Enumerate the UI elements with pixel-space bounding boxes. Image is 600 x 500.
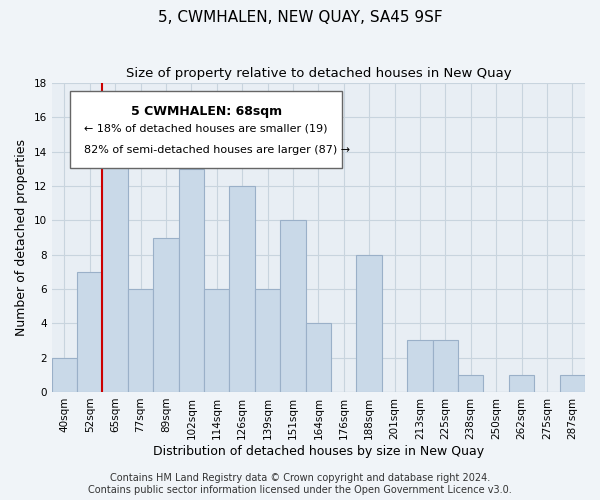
FancyBboxPatch shape	[70, 91, 343, 168]
Text: 5 CWMHALEN: 68sqm: 5 CWMHALEN: 68sqm	[131, 104, 282, 118]
Bar	[153, 238, 179, 392]
Text: 82% of semi-detached houses are larger (87) →: 82% of semi-detached houses are larger (…	[83, 145, 350, 155]
Bar	[255, 289, 280, 392]
Bar	[179, 169, 204, 392]
Bar	[229, 186, 255, 392]
Y-axis label: Number of detached properties: Number of detached properties	[15, 139, 28, 336]
Bar	[77, 272, 103, 392]
Bar	[458, 375, 484, 392]
Bar	[280, 220, 305, 392]
Text: ← 18% of detached houses are smaller (19): ← 18% of detached houses are smaller (19…	[83, 123, 327, 133]
Bar	[509, 375, 534, 392]
Text: Contains HM Land Registry data © Crown copyright and database right 2024.
Contai: Contains HM Land Registry data © Crown c…	[88, 474, 512, 495]
X-axis label: Distribution of detached houses by size in New Quay: Distribution of detached houses by size …	[153, 444, 484, 458]
Bar	[407, 340, 433, 392]
Bar	[356, 254, 382, 392]
Bar	[204, 289, 229, 392]
Bar	[560, 375, 585, 392]
Title: Size of property relative to detached houses in New Quay: Size of property relative to detached ho…	[125, 68, 511, 80]
Text: 5, CWMHALEN, NEW QUAY, SA45 9SF: 5, CWMHALEN, NEW QUAY, SA45 9SF	[158, 10, 442, 25]
Bar	[103, 152, 128, 392]
Bar	[52, 358, 77, 392]
Bar	[433, 340, 458, 392]
Bar	[128, 289, 153, 392]
Bar	[305, 324, 331, 392]
